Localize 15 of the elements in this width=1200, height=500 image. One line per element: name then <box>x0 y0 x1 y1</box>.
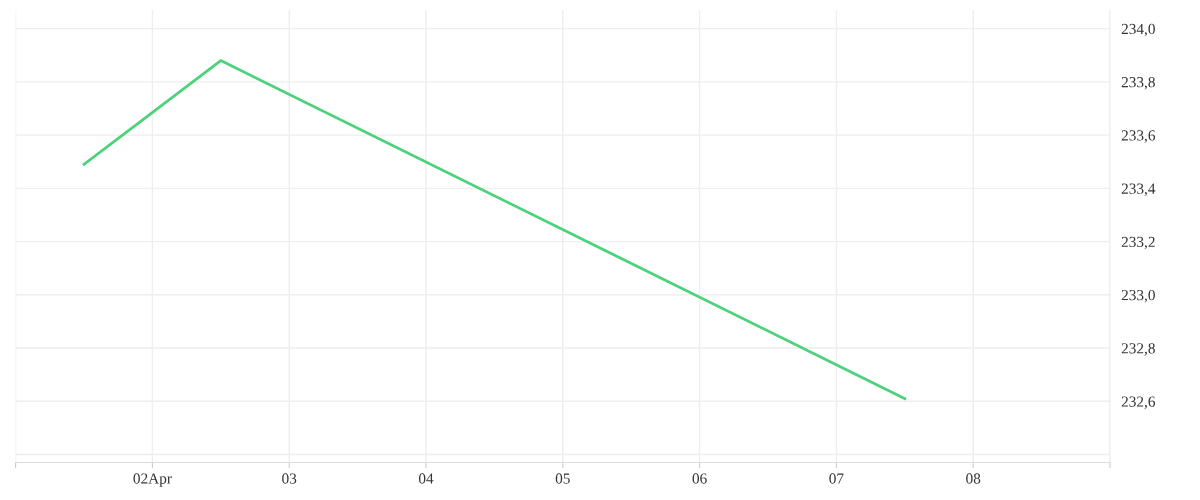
y-tick-label: 232,6 <box>1121 396 1156 409</box>
y-tick-label: 233,0 <box>1121 289 1155 303</box>
x-tick-label: 04 <box>418 473 434 484</box>
x-tick-label: 02Apr <box>133 473 172 487</box>
y-tick-label: 233,6 <box>1121 130 1156 143</box>
y-tick-label: 233,8 <box>1121 77 1155 90</box>
x-tick-label: 08 <box>966 473 981 484</box>
x-tick-label: 05 <box>555 473 570 484</box>
x-tick-label: 06 <box>692 473 707 484</box>
x-tick-label: 03 <box>282 473 297 484</box>
y-tick-label: 233,2 <box>1121 236 1155 250</box>
x-tick-label: 07 <box>829 473 844 484</box>
y-tick-label: 234,0 <box>1121 23 1155 37</box>
y-tick-label: 233,4 <box>1121 183 1156 196</box>
y-tick-label: 232,8 <box>1121 343 1155 356</box>
